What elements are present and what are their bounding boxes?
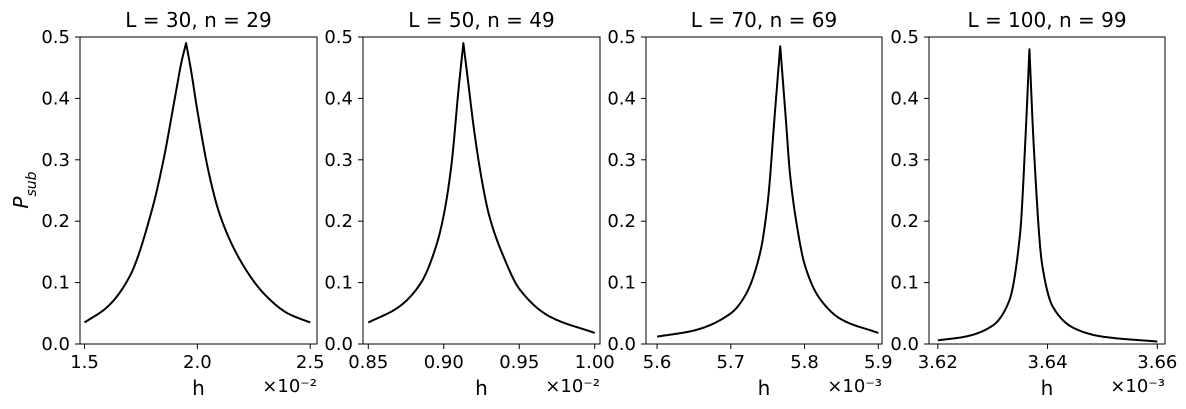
y-tick-label: 0.4: [41, 88, 70, 109]
x-axis-exponent: ×10⁻²: [262, 376, 317, 397]
x-tick-label: 3.64: [1028, 352, 1068, 373]
subplot-3: L = 70, n = 69 0.0 0.1 0.2 0.3 0.4 0.5 5.6 5.7 5.…: [607, 8, 892, 400]
y-tick-label: 0.3: [41, 150, 70, 171]
plot-frame: [645, 36, 883, 345]
y-tick-label: 0.5: [890, 27, 919, 48]
x-tick-label: 0.85: [348, 352, 388, 373]
series-line: [367, 42, 596, 334]
x-tick-label: 3.66: [1137, 352, 1177, 373]
x-tick-label: 3.62: [918, 352, 958, 373]
series-line: [656, 45, 879, 338]
y-tick-label: 0.0: [324, 334, 353, 355]
subplot-4: L = 100, n = 99 0.0 0.1 0.2 0.3 0.4 0.5 3.62 3.6…: [890, 8, 1177, 400]
x-tick-label: 2.5: [296, 352, 325, 373]
y-tick-label: 0.1: [41, 273, 70, 294]
y-tick-label: 0.3: [890, 150, 919, 171]
y-tick-label: 0.4: [324, 88, 353, 109]
x-tick-label: 5.8: [790, 352, 819, 373]
x-tick-label: 0.95: [499, 352, 539, 373]
x-axis-label: h: [758, 376, 771, 400]
x-axis-label: h: [1041, 376, 1054, 400]
y-tick-label: 0.1: [324, 273, 353, 294]
y-tick-label: 0.2: [324, 211, 353, 232]
y-axis-label-main: P: [9, 196, 33, 209]
y-tick-label: 0.2: [41, 211, 70, 232]
y-tick-label: 0.2: [890, 211, 919, 232]
y-tick-label: 0.1: [607, 273, 636, 294]
y-tick-label: 0.0: [41, 334, 70, 355]
x-tick-label: 2.0: [183, 352, 212, 373]
x-tick-label: 0.90: [424, 352, 464, 373]
x-axis-exponent: ×10⁻³: [827, 376, 882, 397]
y-tick-label: 0.3: [324, 150, 353, 171]
chart-title: L = 30, n = 29: [125, 8, 271, 32]
subplot-1: L = 30, n = 29 0.0 0.1 0.2 0.3 0.4 0.5 1.5 2.0 2.…: [41, 8, 324, 400]
chart-title: L = 100, n = 99: [967, 8, 1126, 32]
series-line: [937, 48, 1158, 343]
y-tick-label: 0.5: [324, 27, 353, 48]
y-tick-label: 0.0: [607, 334, 636, 355]
y-axis-label-sub: sub: [24, 171, 40, 196]
x-axis-label: h: [475, 376, 488, 400]
x-tick-label: 1.00: [575, 352, 615, 373]
y-tick-label: 0.5: [41, 27, 70, 48]
y-tick-label: 0.0: [890, 334, 919, 355]
y-tick-label: 0.5: [607, 27, 636, 48]
x-axis-exponent: ×10⁻²: [545, 376, 600, 397]
series-line: [83, 42, 311, 324]
plot-frame: [362, 36, 601, 345]
x-tick-label: 5.6: [643, 352, 672, 373]
x-tick-label: 1.5: [70, 352, 99, 373]
y-tick-label: 0.3: [607, 150, 636, 171]
y-tick-label: 0.4: [890, 88, 919, 109]
x-tick-label: 5.9: [864, 352, 893, 373]
x-axis-label: h: [192, 376, 205, 400]
plot-frame: [79, 36, 318, 345]
y-axis-label: Psub: [9, 171, 40, 208]
x-axis-exponent: ×10⁻³: [1110, 376, 1165, 397]
subplot-2: L = 50, n = 49 0.0 0.1 0.2 0.3 0.4 0.5 0.85 0.90…: [324, 8, 614, 400]
y-tick-label: 0.4: [607, 88, 636, 109]
chart-title: L = 50, n = 49: [408, 8, 554, 32]
plot-frame: [928, 36, 1166, 345]
y-tick-label: 0.2: [607, 211, 636, 232]
y-tick-label: 0.1: [890, 273, 919, 294]
chart-title: L = 70, n = 69: [691, 8, 837, 32]
x-tick-label: 5.7: [716, 352, 745, 373]
